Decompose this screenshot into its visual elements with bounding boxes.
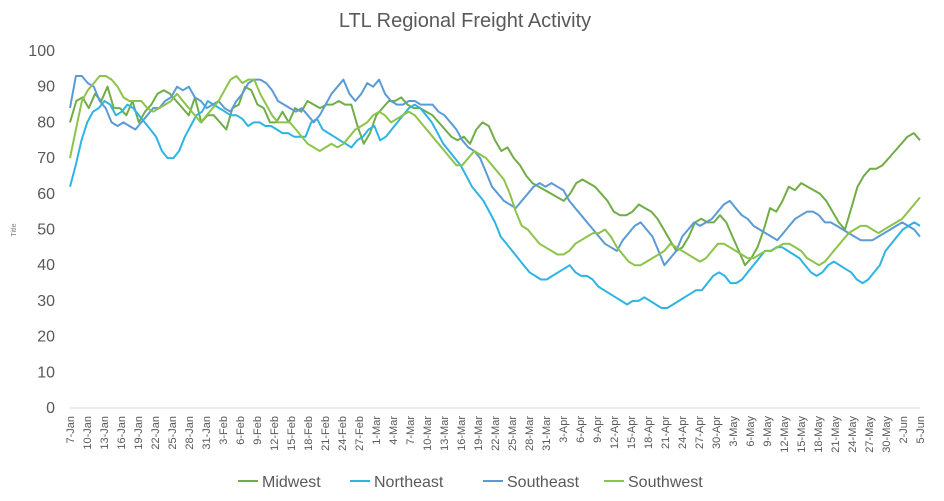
x-tick-label: 3-Feb: [218, 416, 230, 445]
x-tick-label: 28-Jan: [184, 416, 196, 450]
x-tick-label: 12-Feb: [269, 416, 281, 451]
x-tick-label: 10-Mar: [422, 416, 434, 451]
x-tick-label: 18-May: [813, 416, 825, 453]
x-tick-label: 18-Apr: [643, 416, 655, 449]
x-tick-label: 16-Mar: [456, 416, 468, 451]
x-tick-label: 3-May: [728, 416, 740, 447]
legend-label: Midwest: [262, 474, 321, 491]
x-tick-label: 10-Jan: [82, 416, 94, 450]
y-tick-label: 40: [37, 257, 55, 274]
x-tick-label: 24-May: [847, 416, 859, 453]
series-lines: [69, 75, 921, 309]
y-tick-label: 50: [37, 222, 55, 239]
x-tick-label: 7-Mar: [405, 416, 417, 445]
y-tick-label: 80: [37, 114, 55, 131]
legend-label: Northeast: [374, 474, 444, 491]
legend: Midwest Northeast Southeast Southwest: [238, 474, 703, 491]
x-tick-label: 31-Jan: [201, 416, 213, 450]
series-line-southeast: [69, 75, 921, 267]
x-tick-label: 12-Apr: [609, 416, 621, 449]
x-tick-label: 9-Apr: [592, 416, 604, 443]
x-tick-label: 27-May: [864, 416, 876, 453]
y-axis-ticks: 0 10 20 30 40 50 60 70 80 90 100: [28, 43, 55, 417]
x-tick-label: 9-Feb: [252, 416, 264, 445]
x-tick-label: 6-Apr: [575, 416, 587, 443]
series-line-northeast: [69, 100, 921, 309]
x-tick-label: 6-Feb: [235, 416, 247, 445]
series-line-southwest: [69, 75, 921, 267]
x-tick-label: 12-May: [779, 416, 791, 453]
x-tick-label: 7-Jan: [65, 416, 77, 444]
x-tick-label: 24-Feb: [337, 416, 349, 451]
x-tick-label: 27-Apr: [694, 416, 706, 449]
x-tick-label: 21-May: [830, 416, 842, 453]
x-tick-label: 30-Apr: [711, 416, 723, 449]
x-tick-label: 19-Mar: [473, 416, 485, 451]
x-tick-label: 28-Mar: [524, 416, 536, 451]
x-tick-label: 25-Mar: [507, 416, 519, 451]
y-tick-label: 10: [37, 364, 55, 381]
y-tick-label: 20: [37, 329, 55, 346]
x-tick-label: 6-May: [745, 416, 757, 447]
x-tick-label: 13-Mar: [439, 416, 451, 451]
x-tick-label: 22-Mar: [490, 416, 502, 451]
x-tick-label: 2-Jun: [898, 416, 910, 444]
x-tick-label: 3-Apr: [558, 416, 570, 443]
x-tick-label: 22-Jan: [150, 416, 162, 450]
y-tick-label: 0: [46, 400, 55, 417]
y-tick-label: 60: [37, 186, 55, 203]
x-tick-label: 27-Feb: [354, 416, 366, 451]
y-axis-title: Title: [11, 223, 18, 236]
x-tick-label: 16-Jan: [116, 416, 128, 450]
x-tick-label: 9-May: [762, 416, 774, 447]
legend-item-southeast: Southeast: [483, 474, 580, 491]
x-tick-label: 18-Feb: [303, 416, 315, 451]
legend-item-southwest: Southwest: [604, 474, 703, 491]
x-tick-label: 15-Feb: [286, 416, 298, 451]
y-tick-label: 30: [37, 293, 55, 310]
x-tick-label: 15-May: [796, 416, 808, 453]
x-tick-label: 4-Mar: [388, 416, 400, 445]
x-axis-ticks: 7-Jan 10-Jan 13-Jan 16-Jan 19-Jan 22-Jan 25-Ja…: [65, 416, 927, 453]
x-tick-label: 15-Apr: [626, 416, 638, 449]
x-tick-label: 19-Jan: [133, 416, 145, 450]
y-tick-label: 100: [28, 43, 55, 60]
legend-item-midwest: Midwest: [238, 474, 321, 491]
x-tick-label: 31-Mar: [541, 416, 553, 451]
chart-title: LTL Regional Freight Activity: [339, 10, 591, 32]
y-tick-label: 90: [37, 79, 55, 96]
x-tick-label: 25-Jan: [167, 416, 179, 450]
legend-label: Southeast: [507, 474, 580, 491]
y-tick-label: 70: [37, 150, 55, 167]
x-tick-label: 5-Jun: [915, 416, 927, 444]
legend-item-northeast: Northeast: [350, 474, 444, 491]
x-tick-label: 21-Feb: [320, 416, 332, 451]
x-tick-label: 24-Apr: [677, 416, 689, 449]
x-tick-label: 13-Jan: [99, 416, 111, 450]
x-tick-label: 1-Mar: [371, 416, 383, 445]
x-tick-label: 30-May: [881, 416, 893, 453]
series-line-midwest: [69, 85, 921, 267]
x-tick-label: 21-Apr: [660, 416, 672, 449]
legend-label: Southwest: [628, 474, 703, 491]
